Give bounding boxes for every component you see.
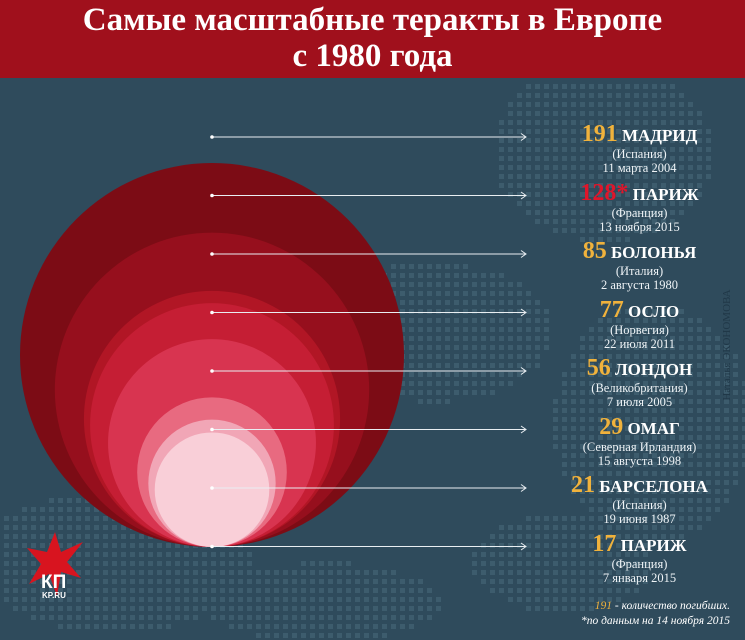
death-count: 29	[599, 413, 624, 440]
country-name: (Италия)	[615, 264, 664, 278]
footnote-legend-text: - количество погибших.	[614, 600, 730, 612]
footnote: 191 - количество погибших. *по данным на…	[520, 599, 730, 629]
leader-dot-4	[210, 310, 214, 315]
death-count: 191	[581, 121, 618, 147]
attack-date: 2 августа 1980	[600, 278, 679, 292]
attack-date: 7 января 2015	[602, 570, 677, 585]
label-title: 128* ПАРИЖ	[537, 179, 742, 206]
attack-date: 11 марта 2004	[602, 161, 677, 175]
death-count: 21	[571, 472, 596, 498]
leader-dot-8	[210, 544, 214, 549]
title-line-1: Самые масштабные теракты в Европе	[82, 2, 663, 38]
footnote-number: 191	[594, 600, 612, 612]
city-name: ПАРИЖ	[616, 535, 687, 555]
label-title: 56 ЛОНДОН	[537, 355, 742, 381]
leader-dot-2	[210, 193, 214, 198]
leader-arrow-7	[520, 484, 527, 492]
city-name: БАРСЕЛОНА	[595, 477, 708, 496]
country-name: (Великобритания)	[591, 381, 688, 395]
death-count: 128*	[580, 179, 629, 206]
leader-dot-5	[210, 369, 214, 373]
leader-arrow-2	[520, 191, 527, 200]
logo-text: КП	[41, 572, 67, 593]
attack-date: 13 ноября 2015	[599, 219, 680, 234]
death-count: 17	[592, 530, 617, 557]
label-title: 77 ОСЛО	[537, 296, 742, 323]
header-banner	[0, 0, 745, 78]
death-count: 85	[582, 238, 607, 264]
label-3: 85 БОЛОНЬЯ (Италия) 2 августа 1980	[537, 238, 742, 292]
city-name: ПАРИЖ	[628, 184, 699, 204]
title-line-2: с 1980 года	[292, 38, 453, 74]
attack-date: 15 августа 1998	[597, 453, 682, 468]
chart-title: Самые масштабные теракты в Европе с 1980…	[0, 2, 745, 74]
leader-arrow-5	[520, 367, 527, 375]
leader-arrow-1	[520, 133, 527, 141]
country-name: (Северная Ирландия)	[582, 439, 697, 454]
label-title: 17 ПАРИЖ	[537, 530, 742, 557]
label-title: 21 БАРСЕЛОНА	[537, 472, 742, 498]
attack-date: 22 июля 2011	[604, 336, 675, 351]
label-1: 191 МАДРИД (Испания) 11 марта 2004	[537, 121, 742, 175]
city-name: БОЛОНЬЯ	[606, 243, 697, 262]
leader-arrow-3	[520, 250, 527, 258]
label-title: 85 БОЛОНЬЯ	[537, 238, 742, 264]
leader-dot-7	[210, 486, 214, 490]
label-6: 29 ОМАГ (Северная Ирландия) 15 августа 199…	[537, 413, 742, 468]
city-name: ЛОНДОН	[610, 360, 693, 379]
attack-date: 19 июня 1987	[603, 512, 676, 526]
label-title: 29 ОМАГ	[537, 413, 742, 440]
country-name: (Испания)	[612, 147, 667, 161]
death-count: 77	[599, 296, 624, 323]
logo-subtext: KP.RU	[42, 591, 66, 600]
country-name: (Испания)	[612, 498, 667, 512]
city-name: МАДРИД	[617, 126, 698, 145]
leader-dot-3	[210, 252, 214, 256]
logo-star-icon	[27, 532, 83, 596]
leader-arrow-8	[520, 542, 527, 551]
leader-dot-1	[210, 135, 214, 139]
attack-date: 7 июля 2005	[606, 395, 673, 409]
footnote-legend: 191 - количество погибших.	[520, 599, 730, 614]
label-7: 21 БАРСЕЛОНА (Испания) 19 июня 1987	[537, 472, 742, 526]
leader-arrow-6	[520, 425, 527, 434]
author-credit: Наталья ЭКОНОМОВА	[721, 289, 733, 401]
label-title: 191 МАДРИД	[537, 121, 742, 147]
label-8: 17 ПАРИЖ (Франция) 7 января 2015	[537, 530, 742, 585]
leader-arrow-4	[520, 308, 527, 317]
country-name: (Франция)	[611, 556, 668, 571]
country-name: (Франция)	[611, 205, 668, 220]
label-5: 56 ЛОНДОН (Великобритания) 7 июля 2005	[537, 355, 742, 409]
country-name: (Норвегия)	[610, 322, 669, 337]
label-4: 77 ОСЛО (Норвегия) 22 июля 2011	[537, 296, 742, 351]
city-name: ОМАГ	[623, 418, 680, 438]
label-2: 128* ПАРИЖ (Франция) 13 ноября 2015	[537, 179, 742, 234]
city-name: ОСЛО	[623, 301, 680, 321]
death-count: 56	[586, 355, 611, 381]
footnote-note: *по данным на 14 ноября 2015	[580, 615, 730, 627]
leader-dot-6	[210, 427, 214, 432]
